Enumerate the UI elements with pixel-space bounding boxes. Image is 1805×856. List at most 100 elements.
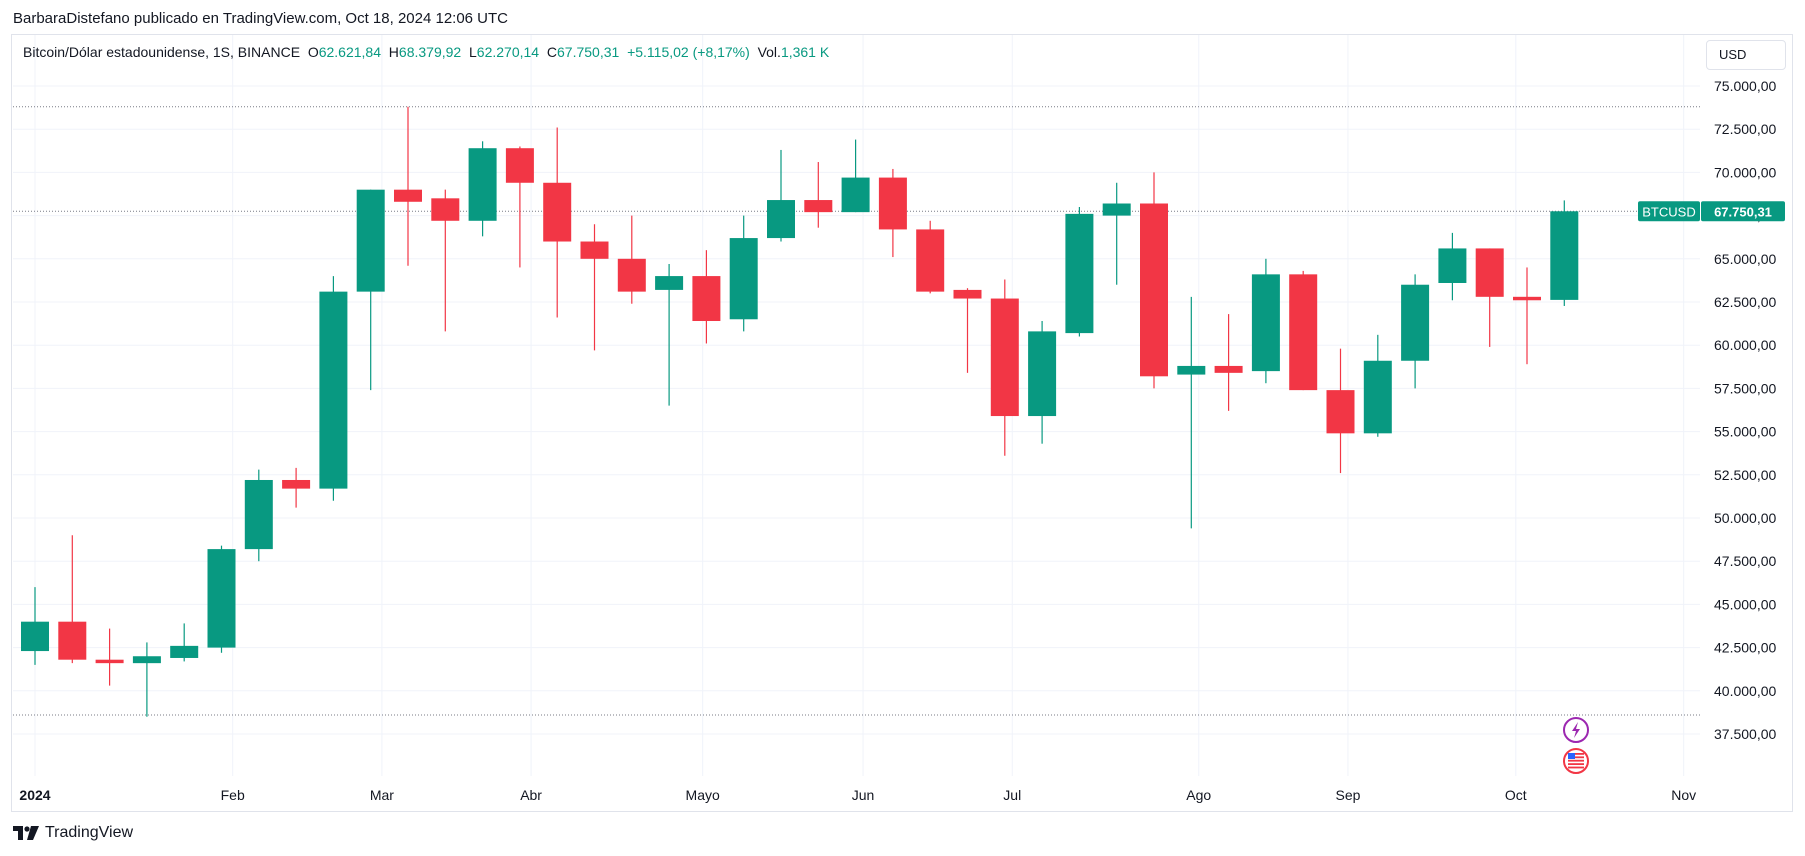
candle (95, 628, 124, 686)
candle (1550, 200, 1579, 306)
candle-body (1550, 211, 1579, 300)
candle (953, 288, 982, 373)
x-tick-label: Oct (1505, 787, 1527, 803)
y-tick-label: 55.000,00 (1714, 424, 1776, 440)
legend-l-value: 62.270,14 (476, 44, 540, 60)
candle-body (617, 258, 646, 292)
currency-button[interactable]: USD (1706, 40, 1786, 70)
candle-body (692, 276, 721, 322)
y-tick-label: 70.000,00 (1714, 164, 1776, 180)
candle (1214, 314, 1243, 411)
x-tick-label: Nov (1671, 787, 1696, 803)
candle (1289, 270, 1318, 391)
chart-frame (11, 34, 1793, 812)
tradingview-brand[interactable]: TradingView (13, 824, 133, 842)
brand-label: TradingView (45, 824, 134, 841)
candle (1513, 267, 1541, 365)
lightning-bolt (1572, 722, 1580, 738)
flag-canton (1568, 753, 1575, 759)
candle-body (58, 621, 87, 660)
last-price-tag: BTCUSD 67.750,31 (1638, 201, 1785, 222)
candle (1102, 182, 1131, 285)
candle-body (1028, 331, 1057, 417)
y-tick-label: 45.000,00 (1714, 596, 1776, 612)
candle (207, 545, 236, 653)
candle-body (431, 198, 460, 221)
flag-stripe (1568, 763, 1584, 765)
x-tick-label: Mar (370, 787, 394, 803)
candle (655, 263, 684, 406)
candle (21, 587, 49, 665)
candle-body (1475, 248, 1504, 297)
candle-body (132, 656, 161, 664)
y-tick-label: 42.500,00 (1714, 640, 1776, 656)
candle (132, 642, 161, 717)
candle-body (543, 182, 572, 242)
x-tick-label: 2024 (19, 787, 50, 803)
candle (729, 215, 758, 332)
y-tick-label: 60.000,00 (1714, 337, 1776, 353)
time-axis: 2024 Feb Mar Abr Mayo Jun Jul Ago Sep Oct Nov (19, 787, 1696, 803)
candle (1475, 248, 1504, 347)
candle (916, 220, 945, 294)
flag-stripe (1568, 753, 1584, 755)
candle-body (767, 200, 795, 239)
candle-body (953, 289, 982, 299)
candle-body (394, 189, 422, 202)
candle-body (1251, 274, 1280, 372)
x-tick-label: Jul (1003, 787, 1021, 803)
x-tick-label: Feb (221, 787, 245, 803)
candle-body (170, 645, 199, 658)
price-tag-symbol: BTCUSD (1642, 204, 1695, 219)
candle-body (729, 238, 758, 320)
candle-body (1401, 284, 1430, 361)
us-flag-event-icon[interactable] (1563, 748, 1589, 774)
legend-o-value: 62.621,84 (318, 44, 382, 60)
x-tick-label: Sep (1335, 787, 1360, 803)
legend-vol-value: 1,361 K (780, 44, 830, 60)
price-tag-value-box (1701, 201, 1785, 222)
candle-body (990, 298, 1019, 417)
candle-body (207, 549, 236, 648)
price-tag-symbol-box (1638, 201, 1700, 222)
candle (767, 149, 795, 242)
x-tick-label: Jun (852, 787, 875, 803)
candle (617, 215, 646, 304)
legend-vol-label: Vol. (757, 44, 781, 60)
candle-body (878, 177, 907, 230)
candle-body (1513, 296, 1541, 301)
candle (356, 189, 385, 391)
candle (1401, 274, 1430, 389)
candle (1251, 258, 1280, 384)
y-tick-label: 57.500,00 (1714, 380, 1776, 396)
candle-body (468, 148, 497, 221)
candle-body (1214, 365, 1243, 373)
y-tick-label: 37.500,00 (1714, 726, 1776, 742)
event-markers (1563, 717, 1589, 774)
candle (244, 469, 273, 562)
y-tick-label: 47.500,00 (1714, 553, 1776, 569)
flag-stripe (1568, 756, 1584, 759)
legend-change: +5.115,02 (+8,17%) (627, 44, 750, 60)
candle-body (1363, 360, 1392, 434)
candle (394, 106, 422, 266)
candle-body (841, 177, 870, 213)
tv-logo-icon (13, 826, 39, 840)
candle (282, 467, 311, 508)
candle (1438, 232, 1467, 301)
legend-o-label: O (307, 44, 319, 60)
candle-body (319, 291, 348, 489)
candle-body (1102, 203, 1131, 216)
candle (878, 168, 907, 258)
candle-body (1177, 365, 1206, 375)
lightning-event-icon[interactable] (1563, 717, 1589, 743)
x-tick-label: Ago (1186, 787, 1211, 803)
candle (1065, 206, 1094, 337)
candle (543, 127, 572, 318)
candle (804, 162, 833, 228)
legend-c-label: C (546, 44, 557, 60)
price-axis: 37.500,00 40.000,00 42.500,00 45.000,00 47.5… (1714, 78, 1776, 742)
candle-body (505, 148, 534, 183)
candle-body (356, 189, 385, 292)
